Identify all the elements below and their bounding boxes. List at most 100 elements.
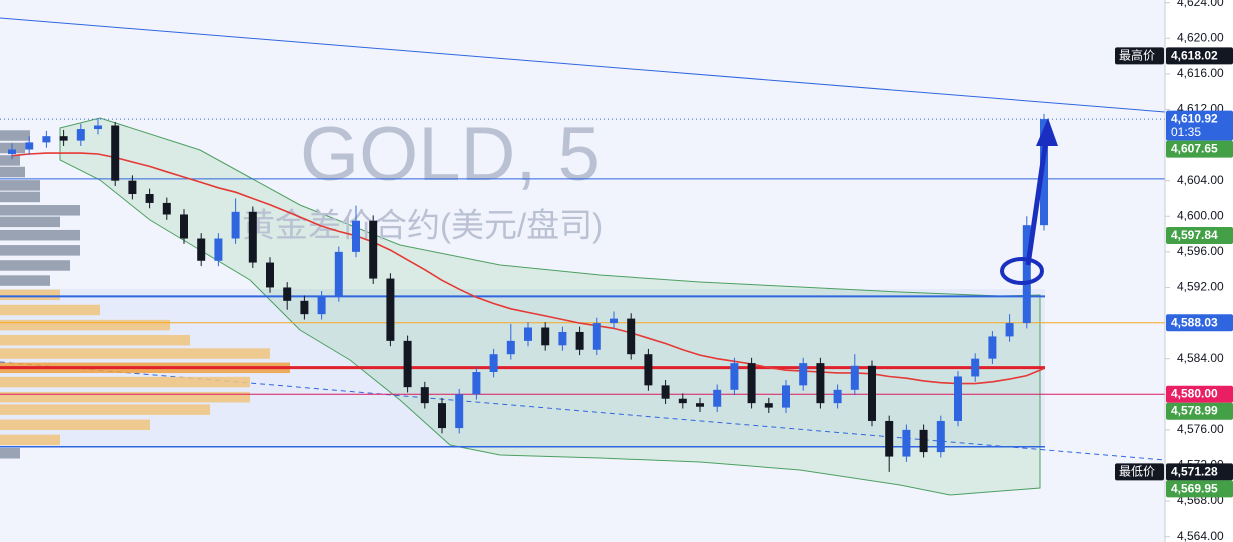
volume-profile-bar xyxy=(0,166,25,178)
price-tag-label: 4,597.84 xyxy=(1171,228,1218,242)
candle-body xyxy=(420,387,429,404)
candle-body xyxy=(25,142,34,150)
data-layer xyxy=(0,113,1165,472)
price-tag-label: 4,580.00 xyxy=(1171,387,1218,401)
candle-body xyxy=(162,202,171,215)
candle-body xyxy=(231,211,240,239)
candle-body xyxy=(489,354,498,373)
candle-body xyxy=(180,214,188,239)
volume-profile-bar xyxy=(0,404,210,415)
candle-body xyxy=(661,385,670,399)
volume-profile-bar xyxy=(0,448,20,459)
arrow-head xyxy=(1036,118,1058,146)
arrow-annotation xyxy=(1025,139,1049,266)
candle-body xyxy=(592,323,601,350)
y-tick-label: 4,620.00 xyxy=(1177,30,1224,44)
channel-band xyxy=(59,117,1041,496)
candle-body xyxy=(782,385,790,408)
volume-profile-bar xyxy=(0,191,40,203)
candle-body xyxy=(214,238,223,261)
price-tag xyxy=(1166,47,1233,65)
price-tag-label: 4,588.03 xyxy=(1171,315,1218,329)
price-tag xyxy=(1166,140,1233,158)
candle-body xyxy=(902,429,911,457)
volume-profile-bar xyxy=(0,130,30,141)
candle-body xyxy=(696,403,704,407)
watermark-title: GOLD, 5 xyxy=(300,112,600,197)
axis-layer: 4,624.004,620.004,616.004,612.004,604.00… xyxy=(1115,0,1233,542)
candle-body xyxy=(334,251,343,297)
candle-body xyxy=(317,296,326,315)
price-tag xyxy=(1166,110,1233,141)
candle-body xyxy=(455,394,464,429)
price-tag xyxy=(1166,480,1233,498)
price-axis xyxy=(1165,0,1233,542)
candle-body xyxy=(833,389,842,404)
candle-body xyxy=(438,403,446,429)
volume-profile-bar xyxy=(0,376,250,388)
candle-body xyxy=(971,358,980,377)
candle-body xyxy=(94,125,102,130)
candle-body xyxy=(575,331,584,350)
candle-body xyxy=(300,300,309,315)
volume-profile-bar xyxy=(0,205,80,216)
candle-body xyxy=(145,194,154,203)
candle-body xyxy=(644,354,653,386)
volume-profile-bar xyxy=(0,391,250,403)
candle-body xyxy=(59,136,68,141)
volume-profile-bar xyxy=(0,319,170,331)
price-tag-prefix-box xyxy=(1115,463,1164,481)
candle-body xyxy=(558,331,567,346)
volume-profile-bar xyxy=(0,348,270,359)
volume-profile-bar xyxy=(0,229,80,241)
trend-line xyxy=(0,17,1166,113)
candle-body xyxy=(248,211,257,263)
candle-body xyxy=(868,365,876,421)
candle-body xyxy=(816,363,825,404)
candle-body xyxy=(1040,119,1048,226)
plot-background xyxy=(0,0,1165,542)
candle-body xyxy=(524,327,532,341)
volume-profile-bar xyxy=(0,289,60,301)
circle-annotation xyxy=(1000,257,1044,285)
volume-profile-bar xyxy=(0,155,20,166)
watermark-subtitle: 黄金差价合约(美元/盘司) xyxy=(242,207,603,244)
candle-body xyxy=(988,336,997,359)
candle-body xyxy=(678,398,687,404)
price-tag xyxy=(1166,314,1233,332)
price-tag xyxy=(1166,385,1233,403)
price-tag-prefix-box xyxy=(1115,47,1164,65)
candle-body xyxy=(954,376,962,421)
candle-body xyxy=(885,420,894,457)
price-tag-prefix: 最低价 xyxy=(1119,464,1155,478)
y-tick-label: 4,600.00 xyxy=(1177,208,1224,222)
candle-body xyxy=(8,149,16,154)
volume-profile-bar xyxy=(0,180,40,191)
candle-body xyxy=(610,318,618,324)
candle-body xyxy=(730,363,739,390)
candle-body xyxy=(627,318,636,355)
candle-body xyxy=(850,365,859,390)
candle-body xyxy=(369,220,378,279)
candle-body xyxy=(283,287,292,301)
volume-profile-bar xyxy=(0,419,150,431)
y-tick-label: 4,576.00 xyxy=(1177,422,1224,436)
candle-body xyxy=(764,403,773,408)
candle-body xyxy=(541,327,550,346)
y-tick-label: 4,584.00 xyxy=(1177,351,1224,365)
candle-body xyxy=(1022,225,1031,324)
candle-body xyxy=(111,125,120,181)
candle-body xyxy=(747,363,756,404)
volume-profile-bar xyxy=(0,334,190,346)
volume-profile-bar xyxy=(0,216,60,228)
candle-body xyxy=(713,389,722,407)
candle-body xyxy=(403,340,412,388)
candle-body xyxy=(352,220,360,252)
volume-profile-bar xyxy=(0,275,50,286)
volume-profile-bar xyxy=(0,434,60,446)
candle-body xyxy=(42,136,51,143)
price-tag-label: 4,578.99 xyxy=(1171,404,1218,418)
price-tag-label: 4,569.95 xyxy=(1171,481,1218,495)
candle-body xyxy=(506,340,515,355)
